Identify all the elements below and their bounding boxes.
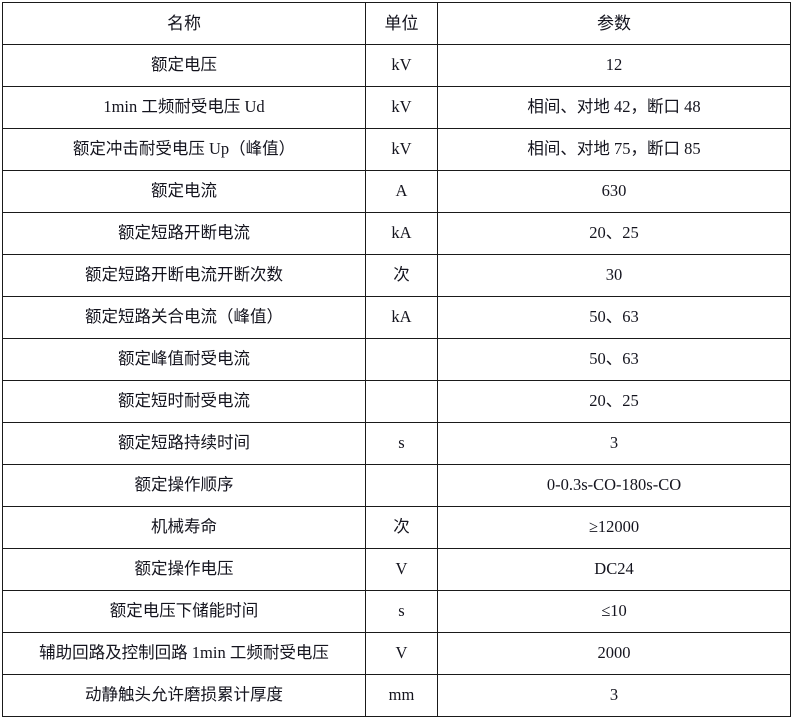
cell-name: 额定电流 — [2, 170, 366, 213]
cell-param: 相间、对地 75，断口 85 — [437, 128, 791, 171]
table-row: 额定操作电压 V DC24 — [2, 548, 791, 591]
cell-name: 额定短路开断电流 — [2, 212, 366, 255]
cell-unit: A — [365, 170, 438, 213]
cell-param: 2000 — [437, 632, 791, 675]
cell-name: 动静触头允许磨损累计厚度 — [2, 674, 366, 717]
column-header-unit: 单位 — [365, 2, 438, 45]
cell-name: 额定短路开断电流开断次数 — [2, 254, 366, 297]
table-row: 额定峰值耐受电流 50、63 — [2, 338, 791, 381]
cell-param: 20、25 — [437, 380, 791, 423]
cell-unit: kA — [365, 296, 438, 339]
table-row: 额定短路持续时间 s 3 — [2, 422, 791, 465]
cell-name: 额定短时耐受电流 — [2, 380, 366, 423]
cell-unit: kV — [365, 128, 438, 171]
cell-param: ≥12000 — [437, 506, 791, 549]
cell-name: 额定峰值耐受电流 — [2, 338, 366, 381]
cell-name: 额定短路关合电流（峰值） — [2, 296, 366, 339]
cell-name: 额定电压下储能时间 — [2, 590, 366, 633]
cell-name: 机械寿命 — [2, 506, 366, 549]
table-row: 额定短路开断电流开断次数 次 30 — [2, 254, 791, 297]
cell-unit: V — [365, 548, 438, 591]
cell-unit: mm — [365, 674, 438, 717]
cell-unit: V — [365, 632, 438, 675]
table-body: 额定电压 kV 12 1min 工频耐受电压 Ud kV 相间、对地 42，断口… — [2, 44, 791, 717]
cell-param: 30 — [437, 254, 791, 297]
cell-unit — [365, 338, 438, 381]
table-row: 动静触头允许磨损累计厚度 mm 3 — [2, 674, 791, 717]
column-header-name: 名称 — [2, 2, 366, 45]
cell-param: 50、63 — [437, 338, 791, 381]
table-header: 名称 单位 参数 — [2, 2, 791, 45]
table-row: 额定冲击耐受电压 Up（峰值） kV 相间、对地 75，断口 85 — [2, 128, 791, 171]
table-header-row: 名称 单位 参数 — [2, 2, 791, 45]
cell-name: 辅助回路及控制回路 1min 工频耐受电压 — [2, 632, 366, 675]
cell-unit: s — [365, 590, 438, 633]
table-row: 1min 工频耐受电压 Ud kV 相间、对地 42，断口 48 — [2, 86, 791, 129]
table-row: 额定电压 kV 12 — [2, 44, 791, 87]
table-row: 额定短路关合电流（峰值） kA 50、63 — [2, 296, 791, 339]
cell-param: 20、25 — [437, 212, 791, 255]
cell-param: 3 — [437, 674, 791, 717]
cell-unit: s — [365, 422, 438, 465]
table-row: 机械寿命 次 ≥12000 — [2, 506, 791, 549]
cell-unit: kV — [365, 86, 438, 129]
cell-name: 额定冲击耐受电压 Up（峰值） — [2, 128, 366, 171]
table-row: 额定短时耐受电流 20、25 — [2, 380, 791, 423]
cell-name: 额定电压 — [2, 44, 366, 87]
cell-param: 相间、对地 42，断口 48 — [437, 86, 791, 129]
table-row: 辅助回路及控制回路 1min 工频耐受电压 V 2000 — [2, 632, 791, 675]
table-row: 额定电压下储能时间 s ≤10 — [2, 590, 791, 633]
table-row: 额定电流 A 630 — [2, 170, 791, 213]
cell-param: ≤10 — [437, 590, 791, 633]
cell-unit: 次 — [365, 254, 438, 297]
cell-param: 3 — [437, 422, 791, 465]
cell-unit: kV — [365, 44, 438, 87]
cell-unit — [365, 380, 438, 423]
cell-name: 额定操作顺序 — [2, 464, 366, 507]
cell-name: 1min 工频耐受电压 Ud — [2, 86, 366, 129]
cell-param: 50、63 — [437, 296, 791, 339]
cell-param: DC24 — [437, 548, 791, 591]
cell-unit: 次 — [365, 506, 438, 549]
cell-name: 额定短路持续时间 — [2, 422, 366, 465]
cell-unit: kA — [365, 212, 438, 255]
table-row: 额定短路开断电流 kA 20、25 — [2, 212, 791, 255]
cell-param: 12 — [437, 44, 791, 87]
cell-param: 630 — [437, 170, 791, 213]
cell-param: 0-0.3s-CO-180s-CO — [437, 464, 791, 507]
table-row: 额定操作顺序 0-0.3s-CO-180s-CO — [2, 464, 791, 507]
cell-unit — [365, 464, 438, 507]
cell-name: 额定操作电压 — [2, 548, 366, 591]
column-header-param: 参数 — [437, 2, 791, 45]
